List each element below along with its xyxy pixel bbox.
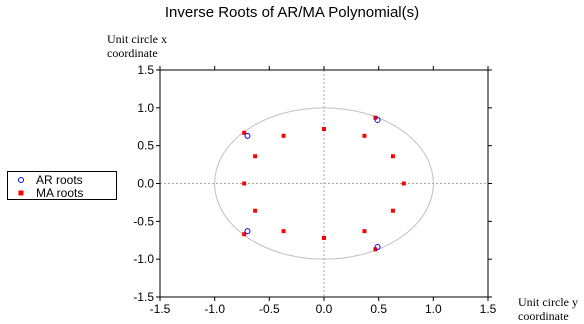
y-tick-label: 0.5 (137, 139, 154, 153)
ma-root-point (281, 229, 286, 234)
chart-title: Inverse Roots of AR/MA Polynomial(s) (164, 4, 420, 21)
ma-root-point (362, 229, 367, 234)
ma-root-point (253, 154, 258, 159)
ma-root-point (322, 235, 326, 240)
ma-root-point (390, 208, 395, 213)
legend-item-ar: AR roots (14, 173, 83, 187)
ma-root-point (242, 181, 247, 186)
ma-root-point (390, 154, 395, 159)
y-tick-label: 0.0 (137, 177, 154, 191)
ar-root-point (244, 228, 251, 235)
x-tick-label: -0.5 (259, 302, 280, 316)
ma-root-point (242, 232, 247, 237)
x-axis-label: Unit circle y coordinate (518, 295, 578, 323)
ma-root-point (362, 133, 367, 138)
ma-root-point (373, 115, 378, 120)
x-tick-label: 0.0 (316, 302, 333, 316)
legend-label-ar: AR roots (36, 173, 83, 187)
ma-root-point (281, 133, 286, 138)
y-tick-label: -1.0 (133, 252, 154, 266)
y-tick-label: 1.5 (137, 63, 154, 77)
x-tick-label: 0.5 (370, 302, 387, 316)
ar-root-point (244, 132, 251, 139)
ma-root-point (253, 208, 258, 213)
x-tick-label: -1.0 (204, 302, 225, 316)
legend-item-ma: MA roots (14, 186, 83, 200)
x-tick-label: -1.5 (150, 302, 171, 316)
ma-root-point (242, 130, 247, 135)
x-tick-label: 1.5 (480, 302, 497, 316)
legend-label-ma: MA roots (36, 186, 84, 200)
legend: AR roots MA roots (7, 171, 117, 200)
y-tick-label: 1.0 (137, 101, 154, 115)
ar-root-point (374, 116, 381, 123)
y-tick-label: -1.5 (133, 290, 154, 304)
ar-root-point (374, 244, 381, 251)
open-circle-marker-icon (14, 173, 28, 187)
ma-root-point (322, 127, 326, 132)
ma-root-point (373, 247, 378, 252)
filled-square-marker-icon (14, 186, 28, 200)
y-tick-label: -0.5 (133, 214, 154, 228)
y-axis-label: Unit circle x coordinate (107, 32, 167, 60)
ma-root-point (401, 181, 406, 186)
x-tick-label: 1.0 (425, 302, 442, 316)
